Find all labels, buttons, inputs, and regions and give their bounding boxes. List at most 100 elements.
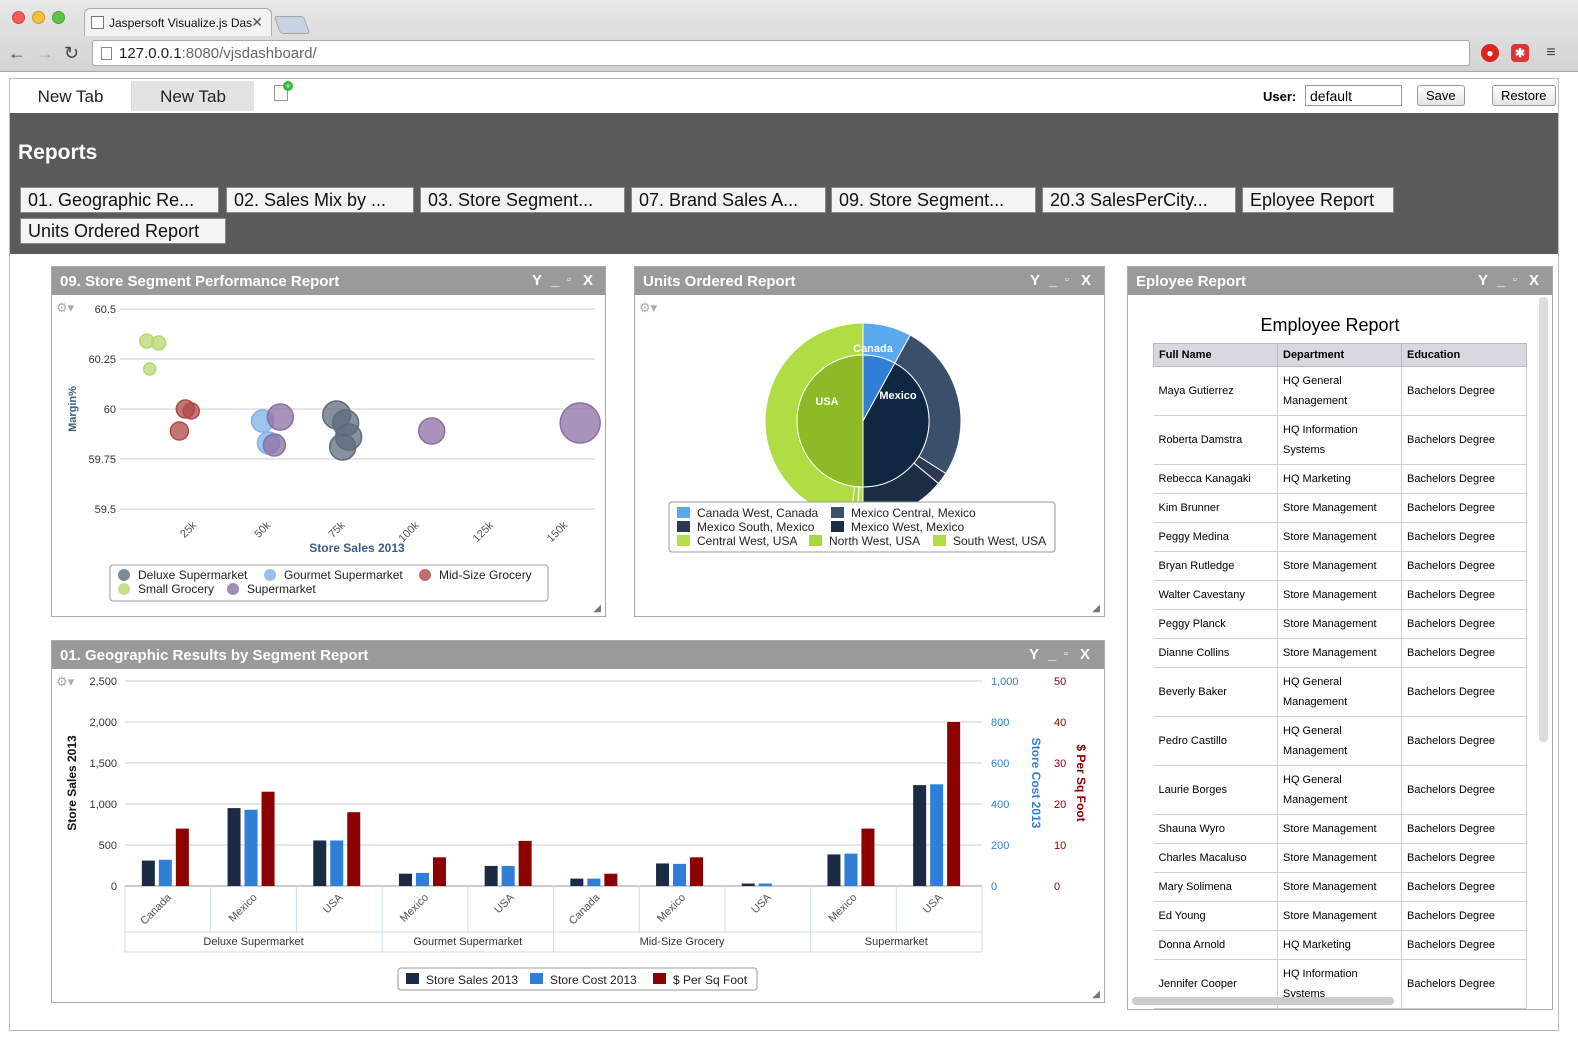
minimize-icon[interactable]: _ [1497, 272, 1506, 289]
pie-panel-header[interactable]: Units Ordered Report Y _ ▫ X [635, 267, 1104, 295]
pie-inner-slice [796, 354, 864, 488]
bar [347, 812, 361, 886]
employee-panel-header[interactable]: Eployee Report Y _ ▫ X [1128, 267, 1552, 295]
legend-box [668, 501, 1056, 553]
add-tab-icon[interactable]: + [274, 81, 293, 101]
filter-icon[interactable]: Y [532, 272, 543, 289]
zoom-window-button[interactable] [52, 11, 65, 24]
cell-education: Bachelors Degree [1401, 638, 1527, 668]
scatter-point [328, 433, 357, 461]
y-right1-label: Store Cost 2013 [1029, 738, 1043, 829]
bar [432, 857, 446, 886]
maximize-icon[interactable]: ▫ [1065, 274, 1069, 286]
close-icon[interactable]: X [583, 272, 594, 289]
filter-icon[interactable]: Y [1030, 272, 1041, 289]
bar-panel-header[interactable]: 01. Geographic Results by Segment Report… [52, 641, 1104, 669]
legend-item: Mexico Central, Mexico [851, 506, 976, 520]
vertical-scrollbar[interactable] [1539, 297, 1548, 742]
minimize-window-button[interactable] [32, 11, 45, 24]
close-icon[interactable]: ✕ [251, 14, 263, 30]
bar [501, 865, 515, 886]
close-icon[interactable]: X [1080, 646, 1091, 663]
maximize-icon[interactable]: ▫ [567, 274, 571, 286]
legend-item: Gourmet Supermarket [284, 568, 403, 582]
y-right1-tick: 800 [991, 717, 1009, 729]
resize-handle-icon[interactable]: ◢ [593, 603, 601, 614]
report-button-sales-per-city[interactable]: 20.3 SalesPerCity... [1042, 187, 1236, 213]
y-left-tick: 2,000 [89, 717, 117, 729]
tab-new-2[interactable]: New Tab [132, 81, 254, 111]
restore-button[interactable]: Restore [1492, 85, 1556, 106]
maximize-icon[interactable]: ▫ [1513, 274, 1517, 286]
x-category-label: Mexico [826, 892, 859, 925]
cell-education: Bachelors Degree [1401, 1008, 1527, 1009]
resize-handle-icon[interactable]: ◢ [1092, 989, 1100, 1000]
scatter-point [142, 362, 157, 376]
stop-extension-icon[interactable]: ● [1481, 44, 1499, 62]
legend-item: $ Per Sq Foot [673, 973, 748, 987]
url-bar[interactable]: 127.0.0.1:8080/vjsdashboard/ [92, 40, 1470, 66]
maximize-icon[interactable]: ▫ [1064, 648, 1068, 660]
browser-tab[interactable]: Jaspersoft Visualize.js Das ✕ [84, 8, 272, 36]
y-right1-tick: 600 [991, 758, 1009, 770]
report-button-eployee[interactable]: Eployee Report [1242, 187, 1394, 213]
legend-marker [653, 973, 666, 984]
minimize-icon[interactable]: _ [1048, 646, 1057, 663]
reload-icon[interactable]: ↻ [64, 43, 80, 63]
legend-marker [677, 535, 690, 546]
table-row: Donna Arnold HQ Marketing Bachelors Degree [1153, 930, 1527, 960]
report-button-units-ordered[interactable]: Units Ordered Report [20, 218, 226, 244]
bar [947, 722, 961, 886]
x-category-label: Canada [567, 891, 603, 927]
bar [313, 840, 327, 886]
column-header-education: Education [1401, 343, 1527, 367]
y-tick-label: 60.25 [88, 354, 116, 366]
user-input[interactable] [1305, 85, 1402, 106]
table-row: Beverly Baker HQ General Management Bachel… [1153, 667, 1527, 717]
y-right2-tick: 30 [1054, 758, 1066, 770]
save-button[interactable]: Save [1417, 85, 1465, 106]
x-tick-label: 25k [178, 519, 199, 540]
report-button-sales-mix[interactable]: 02. Sales Mix by ... [226, 187, 414, 213]
report-button-store-segment-03[interactable]: 03. Store Segment... [420, 187, 625, 213]
puzzle-extension-icon[interactable]: ✱ [1511, 44, 1529, 62]
tab-new-1[interactable]: New Tab [10, 81, 132, 111]
bar [484, 865, 498, 886]
legend-marker [677, 507, 690, 518]
cell-education: Bachelors Degree [1401, 901, 1527, 931]
bar [261, 791, 275, 886]
bar-panel-title: 01. Geographic Results by Segment Report [60, 647, 369, 664]
bar [861, 828, 875, 886]
minimize-icon[interactable]: _ [1049, 272, 1058, 289]
report-button-geographic[interactable]: 01. Geographic Re... [20, 187, 219, 213]
new-browser-tab-button[interactable] [273, 16, 311, 34]
y-axis-label: Margin% [67, 386, 79, 432]
gear-icon[interactable]: ⚙▾ [639, 300, 658, 315]
back-arrow-icon[interactable]: ← [8, 43, 26, 63]
close-icon[interactable]: X [1529, 272, 1540, 289]
close-icon[interactable]: X [1081, 272, 1092, 289]
filter-icon[interactable]: Y [1029, 646, 1040, 663]
y-right2-tick: 10 [1054, 840, 1066, 852]
employee-table: Full Name Department Education Maya Guti… [1153, 343, 1527, 1009]
gear-icon[interactable]: ⚙▾ [56, 300, 75, 315]
menu-icon[interactable]: ≡ [1546, 44, 1556, 61]
close-window-button[interactable] [12, 11, 25, 24]
report-button-brand-sales[interactable]: 07. Brand Sales A... [631, 187, 826, 213]
legend-marker [831, 507, 844, 518]
scatter-point [417, 417, 446, 445]
minimize-icon[interactable]: _ [551, 272, 560, 289]
cell-department: Store Management [1277, 901, 1402, 931]
forward-arrow-icon[interactable]: → [36, 43, 54, 63]
plus-icon: + [283, 81, 293, 91]
resize-handle-icon[interactable]: ◢ [1092, 603, 1100, 614]
gear-icon[interactable]: ⚙▾ [56, 674, 75, 689]
scatter-panel-header[interactable]: 09. Store Segment Performance Report Y _… [52, 267, 605, 295]
horizontal-scrollbar[interactable] [1132, 997, 1394, 1005]
pie-label: Canada [853, 343, 894, 355]
filter-icon[interactable]: Y [1478, 272, 1489, 289]
cell-education: Bachelors Degree [1401, 667, 1527, 717]
cell-education: Bachelors Degree [1401, 716, 1527, 766]
report-button-store-segment-09[interactable]: 09. Store Segment... [831, 187, 1036, 213]
x-category-label: Canada [138, 891, 174, 927]
